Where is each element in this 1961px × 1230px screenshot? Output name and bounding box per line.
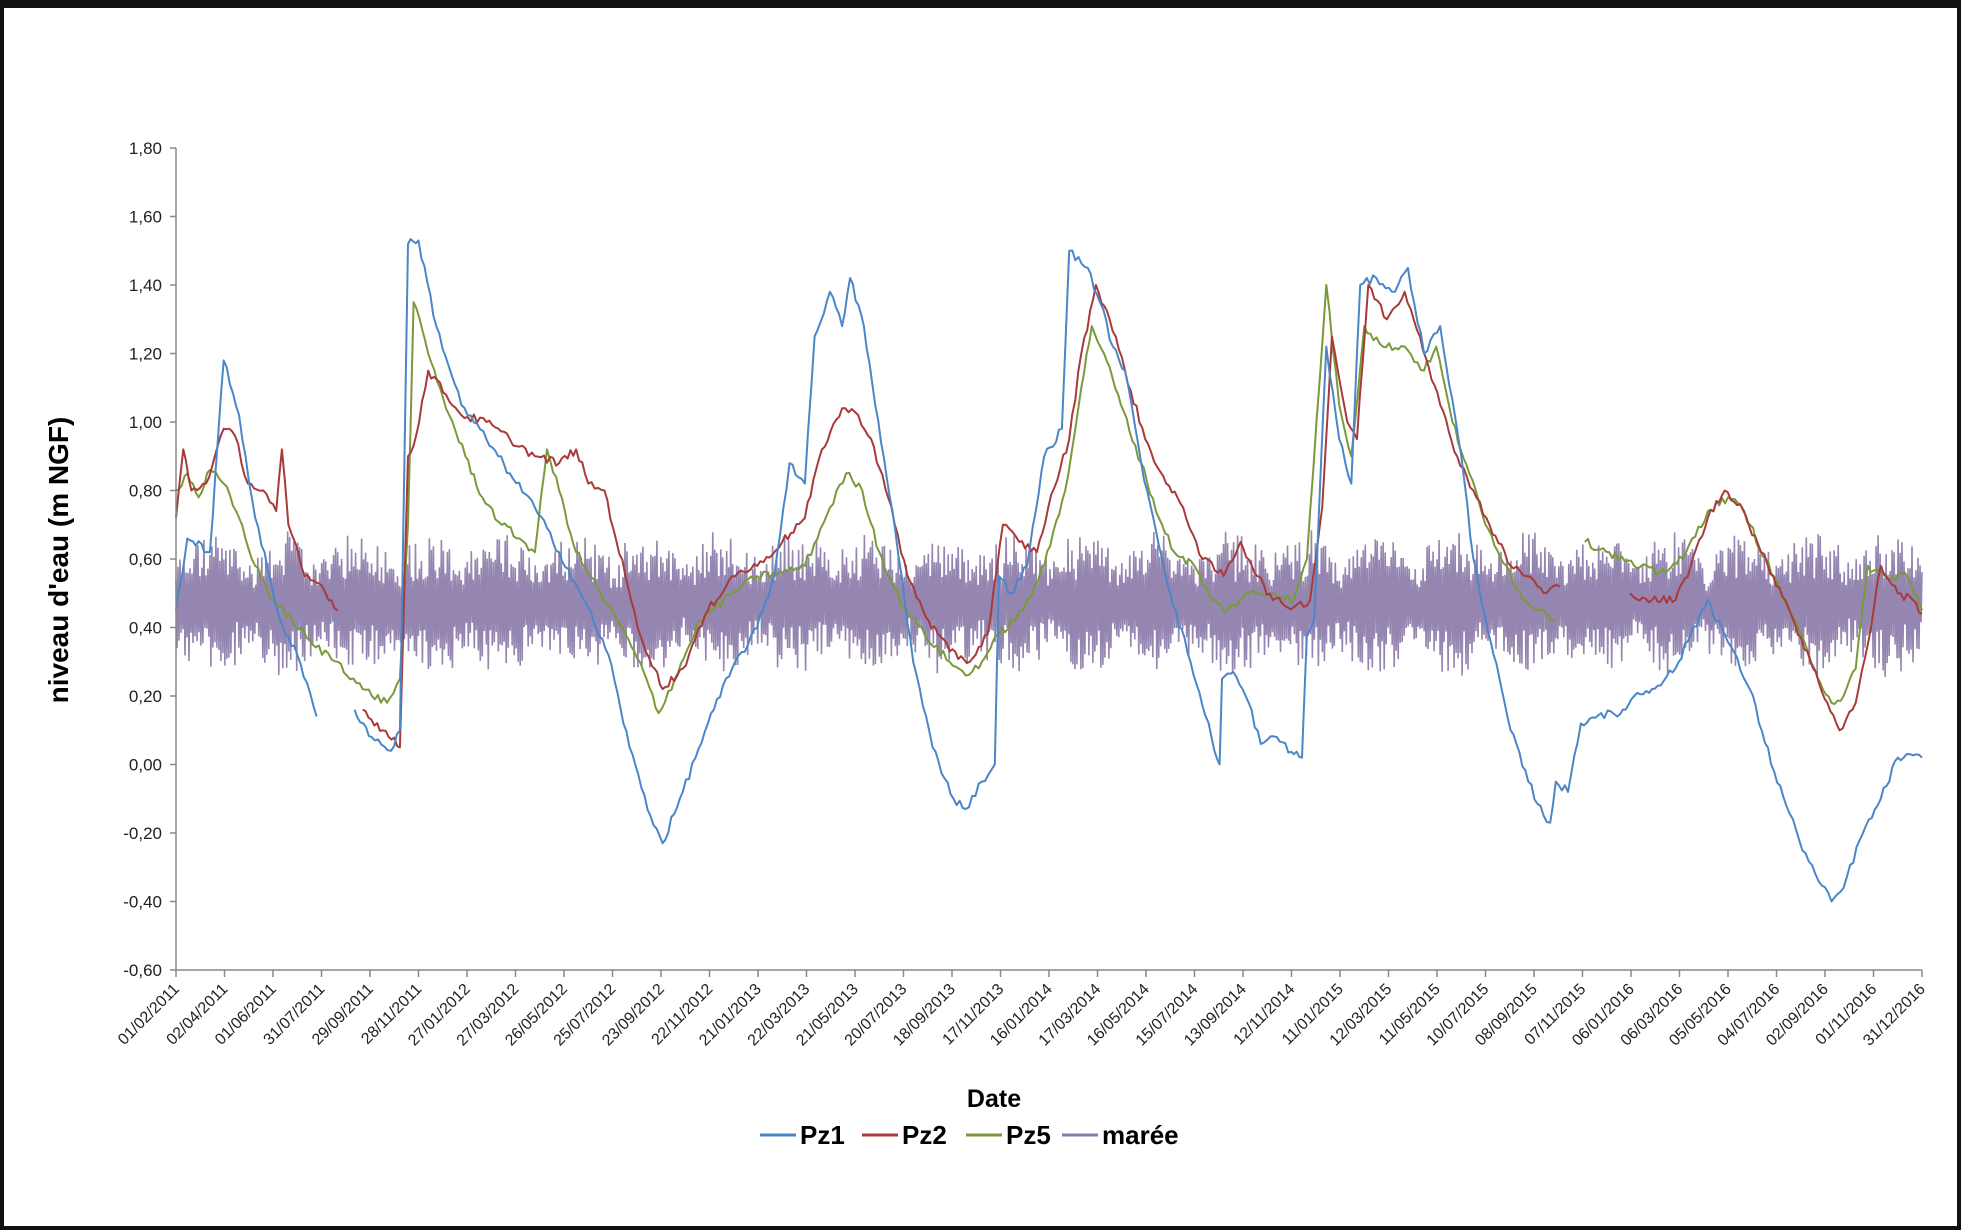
y-tick-label: 1,20 <box>129 345 162 364</box>
legend-label: marée <box>1102 1120 1179 1150</box>
series-line-pz2 <box>175 284 1923 749</box>
y-tick-label: 1,60 <box>129 208 162 227</box>
x-ticks: 01/02/201102/04/201101/06/201131/07/2011… <box>115 970 1929 1049</box>
y-tick-label: -0,60 <box>123 961 162 980</box>
x-axis-title: Date <box>967 1085 1021 1113</box>
legend-label: Pz2 <box>902 1120 947 1150</box>
y-tick-label: 0,00 <box>129 756 162 775</box>
series-line-pz1 <box>175 238 1923 903</box>
y-tick-label: 0,20 <box>129 687 162 706</box>
legend-label: Pz5 <box>1006 1120 1051 1150</box>
legend-label: Pz1 <box>800 1120 845 1150</box>
y-axis-title: niveau d'eau (m NGF) <box>43 417 74 704</box>
y-tick-label: -0,20 <box>123 824 162 843</box>
y-ticks: -0,60 -0,40 -0,20 0,00 0,20 0,40 0,60 0,80 1,00 1… <box>123 139 176 980</box>
y-tick-label: -0,40 <box>123 893 162 912</box>
legend: Pz1 Pz2 Pz5 marée <box>760 1120 1179 1150</box>
y-tick-label: 1,00 <box>129 413 162 432</box>
y-tick-label: 1,80 <box>129 139 162 158</box>
y-tick-label: 1,40 <box>129 276 162 295</box>
y-tick-label: 0,60 <box>129 550 162 569</box>
series-line-maree <box>175 530 1923 678</box>
y-tick-label: 0,80 <box>129 482 162 501</box>
y-tick-label: 0,40 <box>129 619 162 638</box>
plot-area <box>175 238 1923 903</box>
